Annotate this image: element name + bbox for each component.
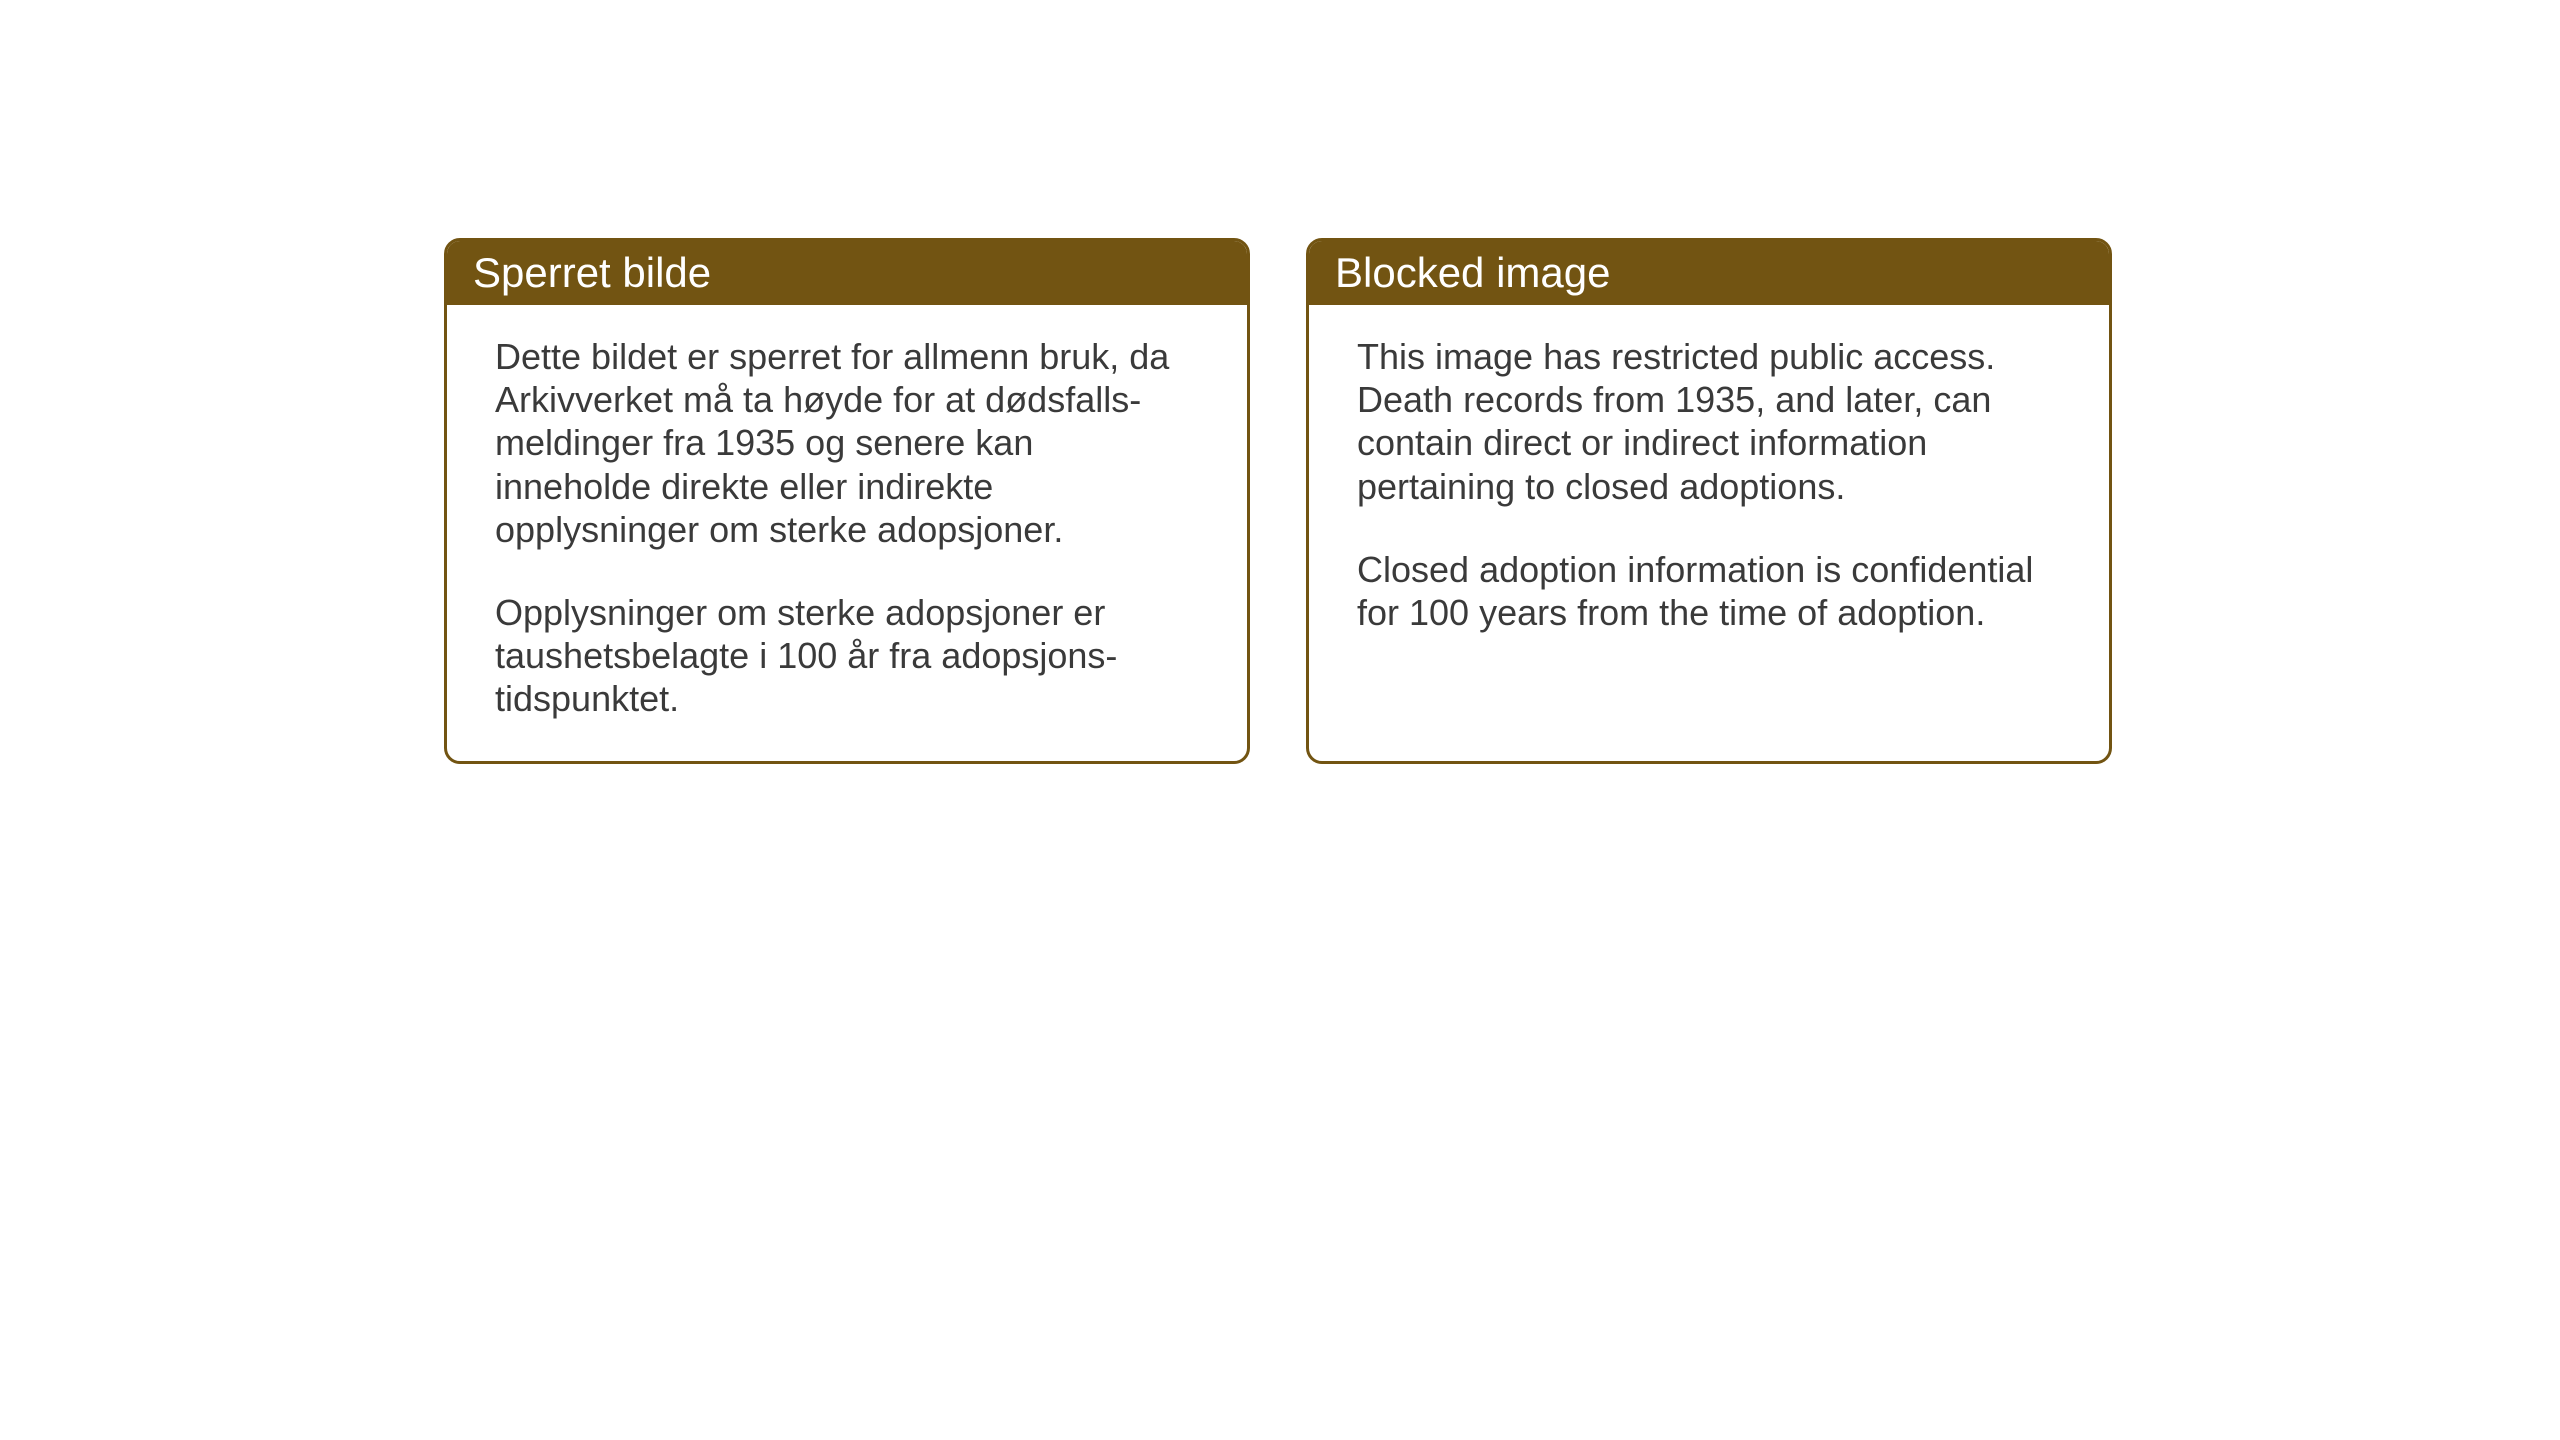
norwegian-card-title: Sperret bilde [447,241,1247,305]
english-card-body: This image has restricted public access.… [1309,305,2109,750]
norwegian-notice-card: Sperret bilde Dette bildet er sperret fo… [444,238,1250,764]
english-notice-card: Blocked image This image has restricted … [1306,238,2112,764]
norwegian-paragraph-2: Opplysninger om sterke adopsjoner er tau… [495,591,1199,721]
english-paragraph-2: Closed adoption information is confident… [1357,548,2061,634]
notice-container: Sperret bilde Dette bildet er sperret fo… [444,238,2112,764]
norwegian-paragraph-1: Dette bildet er sperret for allmenn bruk… [495,335,1199,551]
english-card-title: Blocked image [1309,241,2109,305]
norwegian-card-body: Dette bildet er sperret for allmenn bruk… [447,305,1247,761]
english-paragraph-1: This image has restricted public access.… [1357,335,2061,508]
